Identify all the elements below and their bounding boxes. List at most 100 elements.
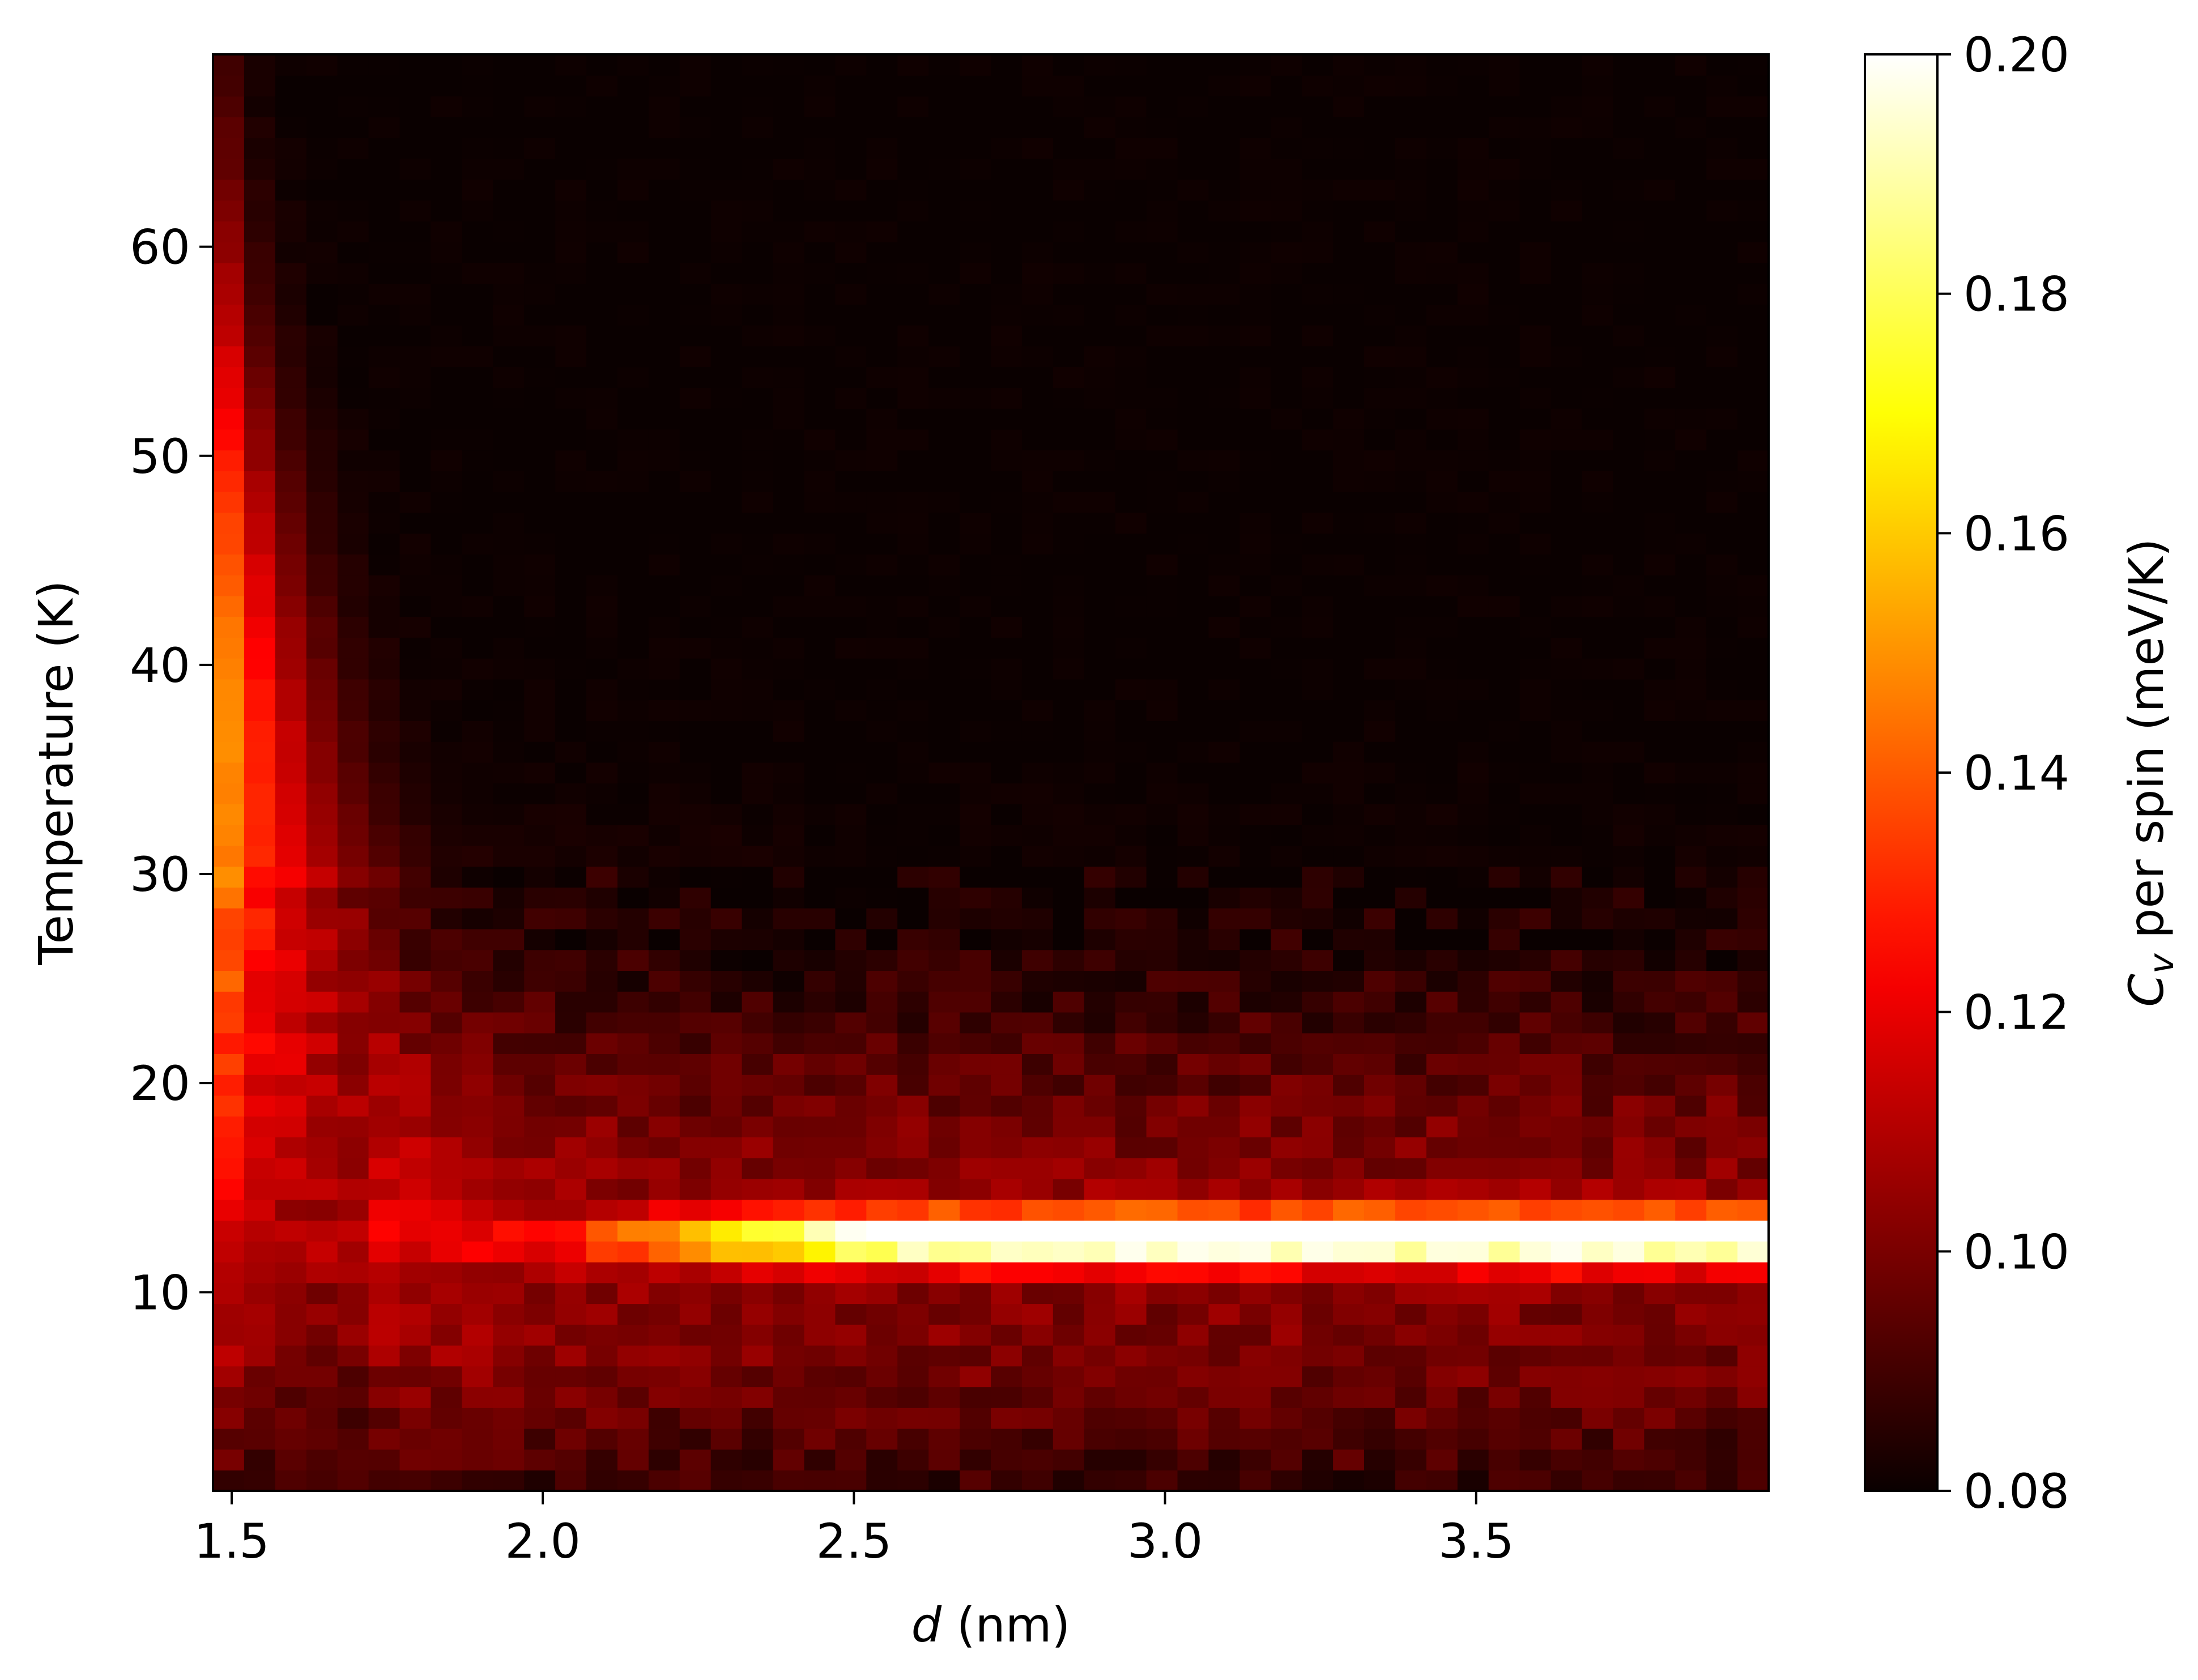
heatmap-cell — [1644, 75, 1676, 97]
heatmap-cell — [431, 1095, 463, 1117]
heatmap-cell — [1550, 241, 1583, 263]
heatmap-cell — [1208, 1387, 1241, 1408]
heatmap-cell — [1053, 1137, 1085, 1158]
heatmap-cell — [1426, 1178, 1458, 1200]
heatmap-cell — [1302, 158, 1334, 180]
heatmap-cell — [866, 179, 898, 201]
heatmap-cell — [1582, 221, 1614, 242]
heatmap-cell — [1053, 1449, 1085, 1471]
heatmap-cell — [1737, 637, 1769, 659]
heatmap-cell — [1021, 1241, 1054, 1263]
heatmap-cell — [1582, 616, 1614, 638]
heatmap-cell — [866, 533, 898, 555]
heatmap-cell — [617, 1033, 649, 1054]
heatmap-cell — [244, 387, 276, 409]
heatmap-cell — [897, 1408, 929, 1429]
heatmap-cell — [897, 866, 929, 888]
heatmap-cell — [275, 304, 307, 326]
heatmap-cell — [928, 283, 960, 305]
heatmap-cell — [1550, 1137, 1583, 1158]
heatmap-cell — [804, 1366, 836, 1388]
heatmap-cell — [1488, 949, 1520, 971]
heatmap-cell — [1675, 554, 1707, 575]
heatmap-cell — [1582, 512, 1614, 534]
heatmap-cell — [1395, 346, 1427, 368]
heatmap-cell — [524, 200, 556, 221]
heatmap-cell — [617, 346, 649, 368]
heatmap-cell — [1021, 574, 1054, 596]
heatmap-cell — [1177, 762, 1209, 784]
heatmap-cell — [337, 491, 369, 513]
heatmap-cell — [1302, 845, 1334, 867]
heatmap-cell — [399, 949, 432, 971]
heatmap-cell — [1644, 637, 1676, 659]
heatmap-cell — [1706, 866, 1738, 888]
heatmap-cell — [1115, 887, 1147, 909]
heatmap-cell — [1457, 1408, 1489, 1429]
heatmap-cell — [648, 200, 680, 221]
heatmap-cell — [773, 1428, 805, 1450]
heatmap-cell — [804, 1220, 836, 1242]
heatmap-cell — [928, 325, 960, 347]
heatmap-cell — [897, 1199, 929, 1221]
heatmap-cell — [1737, 471, 1769, 492]
heatmap-cell — [1364, 1116, 1396, 1137]
heatmap-cell — [306, 679, 338, 701]
heatmap-cell — [555, 408, 587, 430]
heatmap-cell — [431, 1178, 463, 1200]
heatmap-cell — [679, 1387, 712, 1408]
heatmap-cell — [1177, 1157, 1209, 1179]
heatmap-cell — [1084, 1012, 1116, 1034]
heatmap-cell — [804, 928, 836, 950]
heatmap-cell — [1084, 907, 1116, 929]
heatmap-cell — [306, 658, 338, 680]
heatmap-cell — [617, 1012, 649, 1034]
heatmap-cell — [555, 783, 587, 804]
heatmap-cell — [1115, 471, 1147, 492]
heatmap-cell — [1675, 1095, 1707, 1117]
heatmap-cell — [773, 574, 805, 596]
heatmap-cell — [275, 928, 307, 950]
heatmap-cell — [742, 970, 774, 992]
heatmap-cell — [648, 1470, 680, 1491]
heatmap-cell — [1021, 824, 1054, 846]
heatmap-cell — [1488, 907, 1520, 929]
heatmap-cell — [1395, 471, 1427, 492]
heatmap-cell — [1208, 75, 1241, 97]
heatmap-cell — [306, 262, 338, 284]
heatmap-cell — [1550, 1470, 1583, 1491]
heatmap-cell — [399, 1116, 432, 1137]
heatmap-cell — [1675, 741, 1707, 763]
heatmap-cell — [617, 887, 649, 909]
heatmap-cell — [306, 1366, 338, 1388]
heatmap-cell — [555, 221, 587, 242]
heatmap-cell — [1582, 1303, 1614, 1325]
heatmap-cell — [1582, 387, 1614, 409]
heatmap-cell — [742, 1199, 774, 1221]
heatmap-cell — [960, 138, 991, 159]
heatmap-cell — [1675, 1241, 1707, 1263]
heatmap-cell — [773, 741, 805, 763]
heatmap-cell — [555, 1282, 587, 1304]
heatmap-cell — [337, 200, 369, 221]
heatmap-cell — [1457, 325, 1489, 347]
heatmap-cell — [1146, 1282, 1178, 1304]
heatmap-cell — [928, 679, 960, 701]
heatmap-cell — [897, 554, 929, 575]
heatmap-cell — [742, 554, 774, 575]
heatmap-cell — [1208, 54, 1241, 76]
heatmap-cell — [1177, 1178, 1209, 1200]
heatmap-cell — [1364, 658, 1396, 680]
heatmap-cell — [617, 866, 649, 888]
heatmap-cell — [1644, 1241, 1676, 1263]
heatmap-cell — [991, 637, 1023, 659]
heatmap-cell — [1053, 783, 1085, 804]
heatmap-cell — [1395, 700, 1427, 721]
heatmap-cell — [399, 283, 432, 305]
heatmap-cell — [493, 117, 525, 138]
heatmap-cell — [1644, 96, 1676, 118]
heatmap-cell — [1706, 117, 1738, 138]
heatmap-cell — [1644, 1137, 1676, 1158]
heatmap-cell — [1239, 1366, 1272, 1388]
heatmap-cell — [244, 928, 276, 950]
